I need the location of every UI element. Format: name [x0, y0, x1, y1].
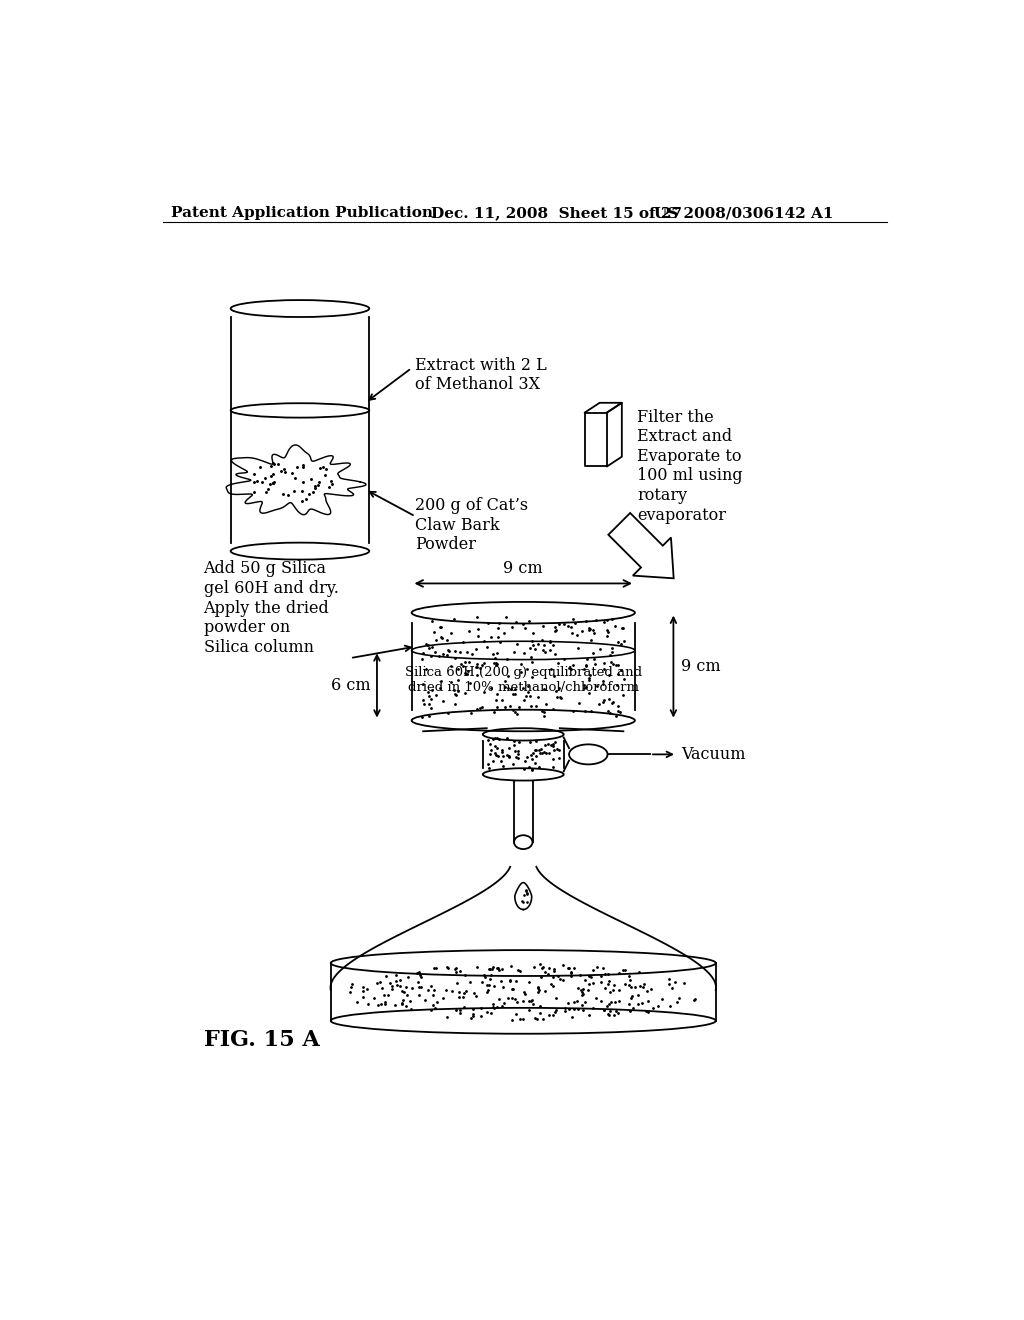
Text: Patent Application Publication: Patent Application Publication [171, 206, 432, 220]
Text: 9 cm: 9 cm [681, 659, 721, 675]
Text: FIG. 15 A: FIG. 15 A [204, 1028, 319, 1051]
Text: Dec. 11, 2008  Sheet 15 of 27: Dec. 11, 2008 Sheet 15 of 27 [431, 206, 682, 220]
Text: Extract with 2 L
of Methanol 3X: Extract with 2 L of Methanol 3X [416, 356, 547, 393]
Text: US 2008/0306142 A1: US 2008/0306142 A1 [654, 206, 834, 220]
Text: Vacuum: Vacuum [681, 746, 745, 763]
Text: 9 cm: 9 cm [504, 560, 543, 577]
Text: Add 50 g Silica
gel 60H and dry.
Apply the dried
powder on
Silica column: Add 50 g Silica gel 60H and dry. Apply t… [204, 561, 339, 656]
Text: 6 cm: 6 cm [331, 677, 371, 694]
Text: Silica 60H (200 g) equilibrated and
dried in 10% methanol/chloroform: Silica 60H (200 g) equilibrated and drie… [404, 665, 642, 693]
Text: Filter the
Extract and
Evaporate to
100 ml using
rotary
evaporator: Filter the Extract and Evaporate to 100 … [637, 409, 742, 524]
Text: 200 g of Cat’s
Claw Bark
Powder: 200 g of Cat’s Claw Bark Powder [416, 498, 528, 553]
